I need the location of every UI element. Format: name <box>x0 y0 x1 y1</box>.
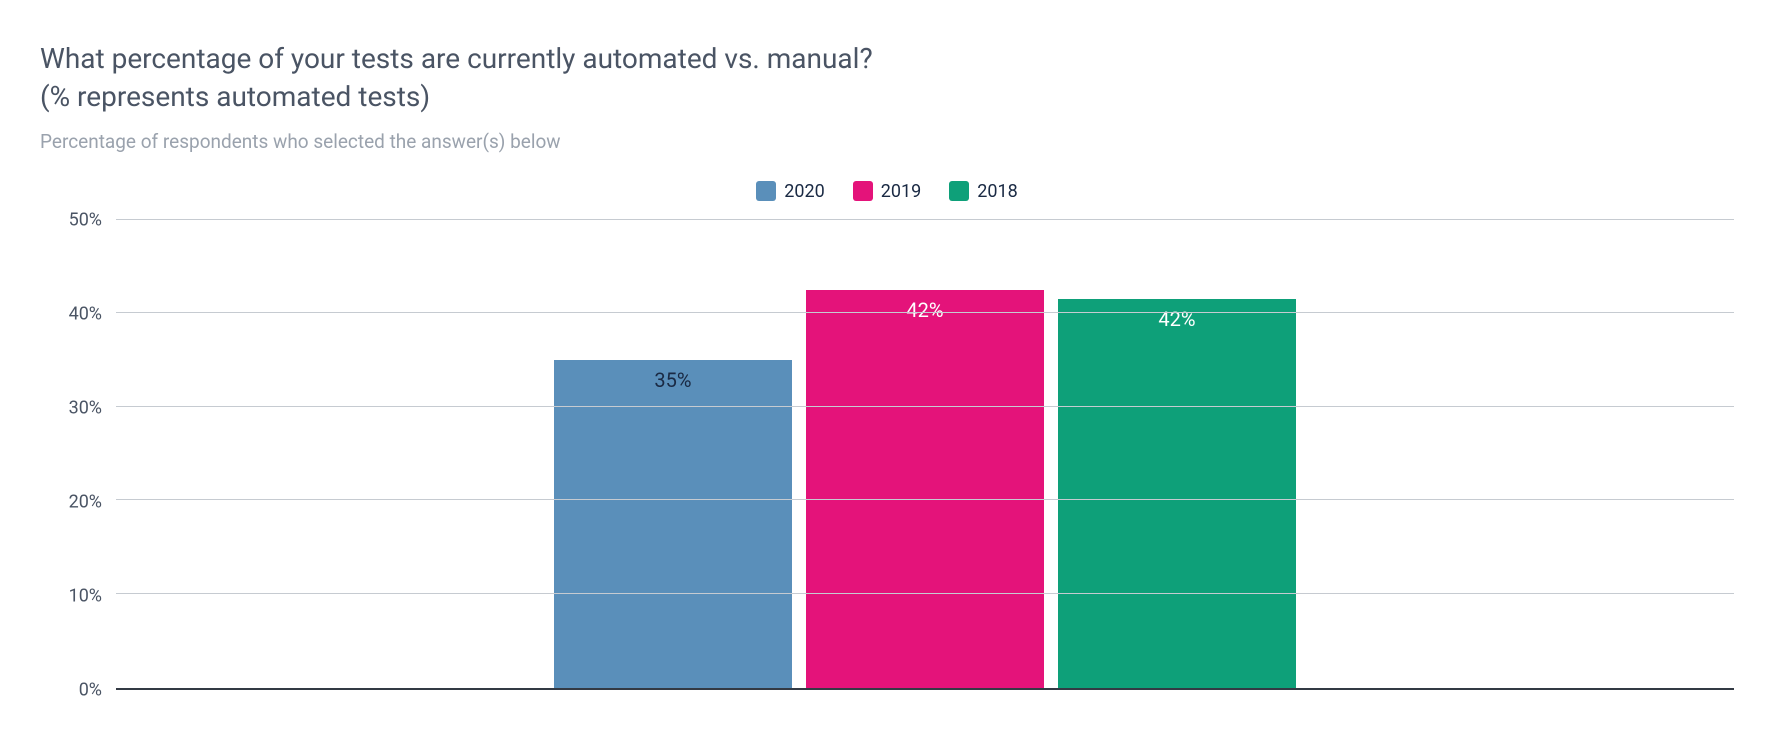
chart-title: What percentage of your tests are curren… <box>40 40 1734 116</box>
y-axis: 0%10%20%30%40%50% <box>40 220 116 690</box>
gridline <box>116 312 1734 313</box>
chart-legend: 2020 2019 2018 <box>40 181 1734 202</box>
plot-area: 0%10%20%30%40%50% 35%42%42% <box>40 220 1734 690</box>
y-tick-label: 50% <box>69 209 102 230</box>
legend-label-2018: 2018 <box>977 181 1017 202</box>
bar-2019: 42% <box>806 290 1044 688</box>
legend-label-2019: 2019 <box>881 181 921 202</box>
gridline <box>116 593 1734 594</box>
legend-label-2020: 2020 <box>784 181 824 202</box>
chart-container: What percentage of your tests are curren… <box>40 40 1734 690</box>
gridline <box>116 406 1734 407</box>
y-tick-label: 20% <box>69 491 102 512</box>
chart-title-line-2: (% represents automated tests) <box>40 80 430 113</box>
chart-subtitle: Percentage of respondents who selected t… <box>40 130 1734 153</box>
y-tick-label: 30% <box>69 397 102 418</box>
plot: 35% 42% 42% <box>116 220 1734 690</box>
legend-swatch-2020 <box>756 181 776 201</box>
legend-item-2019: 2019 <box>853 181 921 202</box>
legend-item-2020: 2020 <box>756 181 824 202</box>
bars-group: 35% 42% 42% <box>116 220 1734 688</box>
y-tick-label: 10% <box>69 585 102 606</box>
legend-item-2018: 2018 <box>949 181 1017 202</box>
bar-2020: 35% <box>554 360 792 688</box>
chart-title-line-1: What percentage of your tests are curren… <box>40 42 873 75</box>
gridline <box>116 219 1734 220</box>
legend-swatch-2018 <box>949 181 969 201</box>
bar-2018: 42% <box>1058 299 1296 687</box>
y-tick-label: 40% <box>69 303 102 324</box>
bar-value-label: 42% <box>1058 307 1296 331</box>
gridline <box>116 499 1734 500</box>
legend-swatch-2019 <box>853 181 873 201</box>
bar-value-label: 35% <box>554 368 792 392</box>
bar-value-label: 42% <box>806 298 1044 322</box>
y-tick-label: 0% <box>79 679 102 700</box>
